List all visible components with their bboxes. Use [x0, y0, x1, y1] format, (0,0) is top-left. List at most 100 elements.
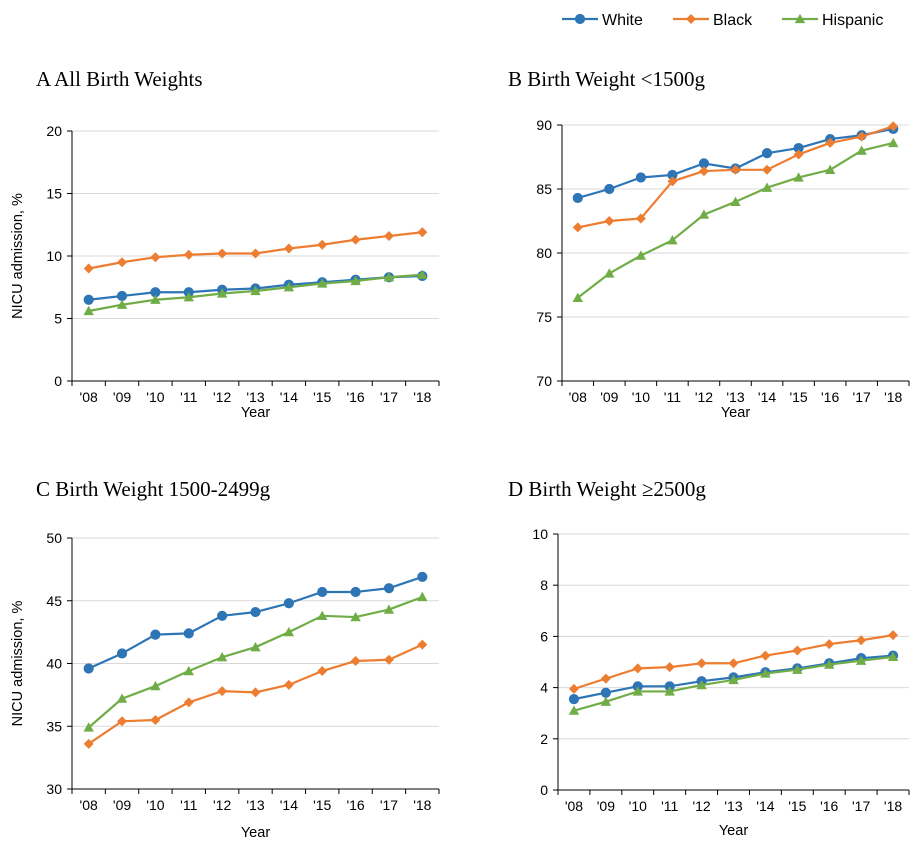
y-tick-label: 30: [46, 781, 62, 797]
x-tick-label: '14: [280, 389, 298, 405]
data-point-white: [283, 598, 294, 609]
panel-a: A All Birth Weights 0 5 10 15 20 '08 '09 '10 '11 '…: [10, 67, 440, 421]
series-black: [572, 121, 899, 233]
legend-label-black: Black: [713, 12, 753, 29]
data-point-black: [793, 149, 804, 160]
y-tick-label: 10: [46, 248, 62, 264]
data-point-hispanic: [317, 610, 328, 620]
data-point-hispanic: [698, 209, 710, 219]
data-point-black: [417, 639, 428, 650]
data-point-black: [760, 650, 771, 661]
data-point-black: [762, 164, 773, 175]
data-point-black: [117, 716, 128, 727]
data-point-black: [283, 243, 294, 254]
data-point-black: [217, 248, 228, 259]
x-tick-label: '14: [758, 389, 776, 405]
data-point-black: [350, 655, 361, 666]
data-point-black: [383, 654, 394, 665]
x-tick-label: '10: [629, 798, 647, 814]
data-point-black: [83, 263, 94, 274]
data-point-hispanic: [635, 250, 647, 260]
panel-b: B Birth Weight <1500g 70 75 80 85 90 '08 '09 '10…: [508, 67, 910, 421]
data-point-hispanic: [216, 652, 228, 662]
x-tick-label: '12: [213, 389, 231, 405]
data-point-hispanic: [83, 722, 94, 732]
series-hispanic: [568, 651, 899, 715]
data-point-black: [283, 679, 294, 690]
data-point-hispanic: [760, 668, 771, 678]
y-tick-label: 70: [536, 373, 552, 389]
panel-title: B Birth Weight <1500g: [508, 67, 706, 91]
data-point-black: [317, 666, 328, 677]
x-tick-label: '17: [380, 389, 398, 405]
legend-label-white: White: [602, 12, 643, 29]
x-tick-label: '16: [346, 797, 364, 813]
y-tick-label: 45: [46, 593, 62, 609]
x-tick-label: '12: [213, 797, 231, 813]
x-tick-label: '18: [413, 389, 431, 405]
x-tick-label: '18: [884, 798, 902, 814]
x-tick-label: '17: [380, 797, 398, 813]
y-tick-label: 8: [540, 577, 548, 593]
y-tick-label: 15: [46, 186, 62, 202]
x-tick-label: '08: [565, 798, 583, 814]
data-point-white: [761, 148, 773, 159]
x-tick-label: '14: [280, 797, 298, 813]
legend: White Black Hispanic: [562, 12, 883, 29]
data-point-hispanic: [150, 294, 161, 304]
data-point-black: [698, 166, 709, 177]
data-point-black: [83, 738, 94, 749]
x-tick-label: '16: [346, 389, 364, 405]
y-axis-label: NICU admission, %: [10, 193, 26, 319]
data-point-black: [856, 131, 867, 142]
panel-c: C Birth Weight 1500-2499g 30 35 40 45 50 '08 '0…: [10, 477, 440, 841]
series-line-white: [88, 575, 423, 670]
data-point-hispanic: [283, 626, 295, 637]
data-point-hispanic: [793, 172, 804, 182]
data-point-black: [417, 227, 428, 238]
data-point-black: [150, 714, 161, 725]
data-point-black: [696, 658, 707, 669]
data-point-black: [632, 663, 643, 674]
x-tick-label: '08: [80, 389, 98, 405]
data-point-white: [350, 586, 361, 598]
x-tick-label: '15: [788, 798, 806, 814]
data-point-black: [150, 252, 161, 263]
data-point-hispanic: [183, 665, 194, 676]
x-tick-label: '16: [821, 389, 839, 405]
data-point-black: [604, 216, 615, 226]
data-point-hispanic: [667, 235, 678, 245]
data-point-black: [572, 222, 583, 233]
data-point-white: [183, 628, 194, 639]
x-tick-label: '13: [726, 389, 744, 405]
x-tick-label: '13: [246, 797, 264, 813]
legend-label-hispanic: Hispanic: [822, 12, 883, 29]
x-tick-label: '11: [180, 389, 197, 405]
data-point-white: [417, 571, 428, 583]
y-tick-label: 5: [54, 311, 62, 327]
x-tick-label: '14: [756, 798, 774, 814]
y-tick-label: 0: [54, 373, 62, 389]
data-point-hispanic: [824, 164, 836, 174]
series-hispanic: [83, 591, 428, 732]
x-tick-label: '10: [146, 797, 164, 813]
x-tick-label: '12: [692, 798, 710, 814]
data-point-hispanic: [283, 282, 295, 292]
data-point-hispanic: [664, 686, 675, 696]
data-point-hispanic: [792, 664, 803, 674]
data-point-black: [600, 673, 611, 684]
x-tick-label: '09: [113, 797, 131, 813]
x-tick-label: '12: [695, 389, 713, 405]
data-point-hispanic: [604, 268, 615, 278]
data-point-hispanic: [83, 305, 94, 316]
data-point-white: [604, 183, 615, 195]
data-point-black: [792, 645, 803, 656]
data-point-white: [600, 687, 611, 698]
data-point-hispanic: [600, 696, 612, 706]
x-tick-label: '18: [413, 797, 431, 813]
x-tick-label: '15: [789, 389, 807, 405]
data-point-hispanic: [855, 655, 867, 665]
x-tick-label: '08: [80, 797, 98, 813]
data-point-hispanic: [350, 611, 361, 622]
series-hispanic: [572, 137, 899, 302]
